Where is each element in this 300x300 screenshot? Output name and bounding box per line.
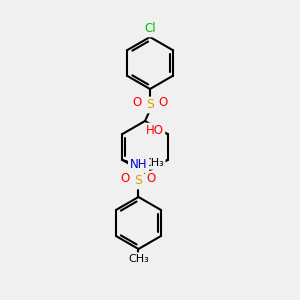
Text: S: S: [146, 98, 154, 112]
Text: O: O: [147, 172, 156, 185]
Text: O: O: [158, 97, 168, 110]
Text: Cl: Cl: [144, 22, 156, 35]
Text: S: S: [134, 175, 142, 188]
Text: HO: HO: [146, 124, 164, 137]
Text: O: O: [121, 172, 130, 185]
Text: CH₃: CH₃: [128, 254, 149, 264]
Text: NH: NH: [130, 158, 147, 172]
Text: CH₃: CH₃: [143, 158, 164, 168]
Text: O: O: [132, 97, 142, 110]
